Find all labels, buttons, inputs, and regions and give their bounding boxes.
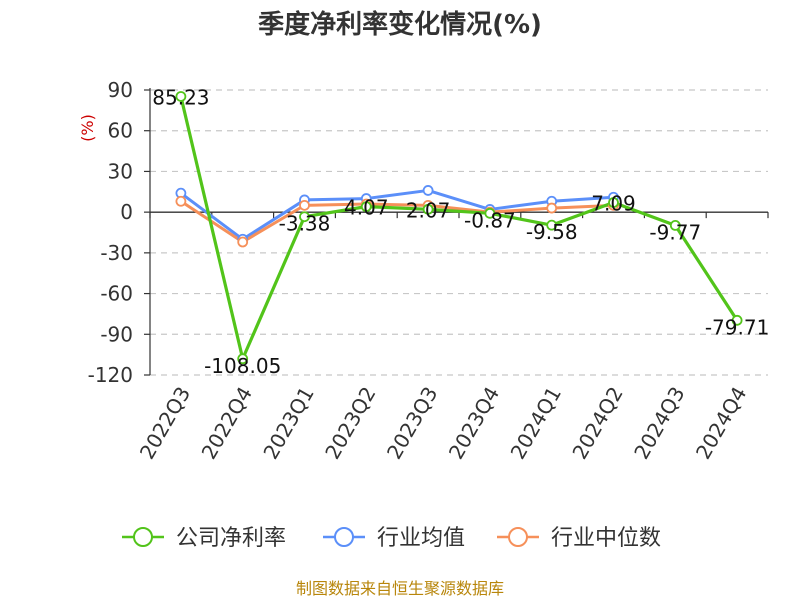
legend-item-3[interactable]: 行业中位数 bbox=[497, 526, 661, 551]
legend-marker bbox=[334, 527, 354, 547]
legend-item-2[interactable]: 行业均值 bbox=[323, 526, 465, 551]
data-point[interactable] bbox=[608, 197, 619, 208]
grid-lines bbox=[150, 89, 768, 376]
data-point[interactable] bbox=[360, 201, 372, 213]
data-point[interactable] bbox=[175, 91, 187, 102]
data-label: -9.77 bbox=[649, 220, 701, 244]
legend[interactable]: 公司净利率 行业均值 行业中位数 bbox=[122, 526, 661, 551]
y-unit-label: (%) bbox=[78, 114, 97, 142]
data-point[interactable] bbox=[546, 202, 558, 214]
series-lines bbox=[179, 96, 739, 361]
x-tick-label: 2023Q3 bbox=[382, 382, 442, 463]
data-point[interactable] bbox=[546, 219, 558, 231]
data-point[interactable] bbox=[422, 185, 434, 196]
x-tick-label: 2022Q4 bbox=[197, 383, 257, 464]
data-point[interactable] bbox=[731, 314, 743, 326]
y-tick-label: -120 bbox=[88, 363, 133, 387]
x-tick-label: 2024Q4 bbox=[691, 383, 751, 464]
y-tick-label: 30 bbox=[108, 159, 133, 183]
data-point[interactable] bbox=[484, 207, 496, 219]
data-label: -0.87 bbox=[464, 208, 516, 232]
legend-marker bbox=[508, 527, 528, 547]
data-point[interactable] bbox=[175, 195, 187, 207]
legend-label: 行业中位数 bbox=[551, 526, 661, 551]
y-tick-label: -60 bbox=[100, 282, 133, 306]
data-point[interactable] bbox=[299, 199, 310, 211]
y-tick-label: 90 bbox=[108, 78, 133, 102]
data-point[interactable] bbox=[669, 220, 681, 231]
y-tick-label: 60 bbox=[108, 119, 133, 143]
legend-marker bbox=[133, 527, 153, 547]
series-line-2 bbox=[180, 188, 614, 241]
y-tick-label: -90 bbox=[100, 322, 133, 346]
series-line-1 bbox=[179, 96, 739, 361]
data-label: 85.23 bbox=[152, 85, 209, 109]
data-label: -108.05 bbox=[204, 354, 281, 378]
data-point[interactable] bbox=[422, 203, 434, 215]
y-tick-label: 0 bbox=[120, 200, 133, 224]
data-label: -9.58 bbox=[526, 220, 578, 244]
chart-title: 季度净利率变化情况(%) bbox=[258, 9, 542, 40]
data-label: -3.38 bbox=[279, 212, 331, 236]
data-point[interactable] bbox=[237, 353, 249, 365]
x-tick-label: 2024Q3 bbox=[629, 383, 689, 464]
data-label: 4.07 bbox=[344, 196, 389, 220]
legend-label: 行业均值 bbox=[377, 526, 465, 551]
x-tick-label: 2024Q2 bbox=[567, 383, 627, 464]
data-point[interactable] bbox=[237, 236, 249, 248]
legend-item-1[interactable]: 公司净利率 bbox=[122, 526, 286, 551]
x-tick-label: 2022Q3 bbox=[135, 383, 195, 464]
x-tick-label: 2023Q1 bbox=[258, 383, 318, 464]
data-label: -79.71 bbox=[705, 315, 769, 339]
x-tick-label: 2024Q1 bbox=[506, 383, 566, 464]
x-tick-label: 2023Q2 bbox=[320, 383, 380, 464]
x-tick-label: 2023Q4 bbox=[444, 383, 504, 464]
data-points bbox=[175, 91, 743, 365]
legend-label: 公司净利率 bbox=[176, 526, 286, 551]
source-note: 制图数据来自恒生聚源数据库 bbox=[296, 579, 504, 598]
data-label: 2.07 bbox=[406, 198, 451, 222]
data-label: 7.09 bbox=[591, 192, 636, 216]
series-line-3 bbox=[180, 200, 614, 244]
data-point[interactable] bbox=[299, 211, 310, 223]
y-tick-label: -30 bbox=[100, 241, 133, 265]
data-labels: 85.23-108.05-3.384.07 2.07 -0.87 -9.587.09-… bbox=[152, 85, 769, 377]
